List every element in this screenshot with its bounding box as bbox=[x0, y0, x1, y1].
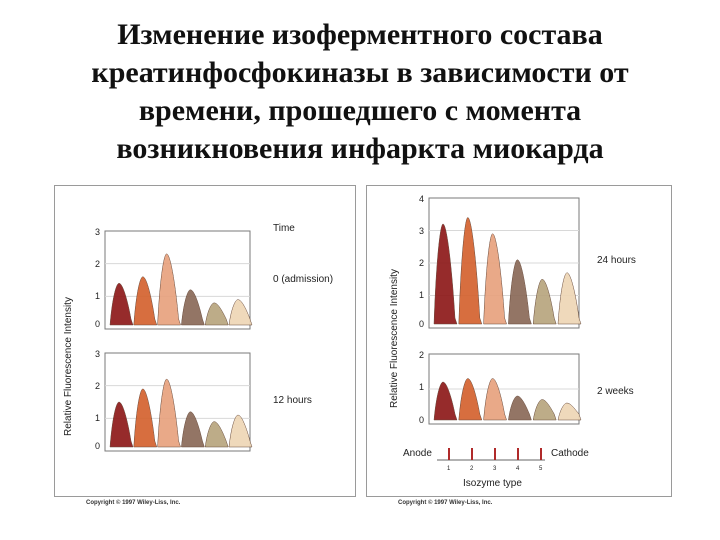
panel-label-1: 12 hours bbox=[273, 395, 312, 406]
y-tick: 0 bbox=[419, 415, 424, 425]
chart-2: 4 3 2 1 0 bbox=[419, 194, 582, 329]
y-tick: 1 bbox=[419, 290, 424, 300]
slide-title: Изменение изоферментного состава креатин… bbox=[0, 16, 720, 168]
right-figure-svg: Relative Fluorescence Intensity 24 hours… bbox=[389, 194, 636, 489]
title-line: времени, прошедшего с момента bbox=[138, 94, 582, 127]
isozyme-peak bbox=[557, 402, 582, 421]
left-figure: Relative Fluorescence Intensity Time 0 (… bbox=[54, 185, 356, 497]
y-tick: 1 bbox=[419, 382, 424, 392]
isozyme-peak bbox=[228, 299, 253, 326]
chart-3: 2 1 0 bbox=[419, 350, 582, 425]
y-tick: 3 bbox=[419, 226, 424, 236]
lane-number: 2 bbox=[470, 466, 474, 472]
chart-0: 3 2 1 0 bbox=[95, 227, 253, 330]
y-tick: 0 bbox=[95, 319, 100, 329]
copyright-left: Copyright © 1997 Wiley-Liss, Inc. bbox=[86, 500, 181, 506]
isozyme-peak bbox=[557, 272, 582, 325]
isozyme-peak bbox=[508, 395, 532, 421]
title-line: возникновения инфаркта миокарда bbox=[116, 132, 604, 165]
isozyme-peak bbox=[204, 302, 229, 326]
right-figure: Relative Fluorescence Intensity 24 hours… bbox=[366, 185, 672, 497]
isozyme-peak bbox=[133, 276, 158, 326]
isozyme-peak bbox=[532, 399, 557, 421]
panel-label-0: 0 (admission) bbox=[273, 274, 333, 285]
copyright-right: Copyright © 1997 Wiley-Liss, Inc. bbox=[398, 500, 493, 506]
isozyme-peak bbox=[204, 421, 229, 448]
y-tick: 3 bbox=[95, 227, 100, 237]
isozyme-peak bbox=[181, 289, 205, 326]
isozyme-peak bbox=[228, 414, 253, 448]
cathode-label: Cathode bbox=[551, 448, 589, 459]
y-tick: 1 bbox=[95, 291, 100, 301]
isozyme-peak bbox=[109, 401, 134, 448]
x-axis-label: Isozyme type bbox=[463, 478, 522, 489]
isozyme-peak bbox=[483, 233, 507, 325]
panel-label-0: 24 hours bbox=[597, 255, 636, 266]
lane-number: 3 bbox=[493, 466, 497, 472]
y-tick: 2 bbox=[95, 259, 100, 269]
isozyme-peak bbox=[458, 378, 483, 421]
isozyme-peak bbox=[433, 223, 458, 325]
isozyme-peak bbox=[532, 278, 557, 325]
y-tick: 2 bbox=[419, 258, 424, 268]
y-tick: 0 bbox=[95, 441, 100, 451]
isozyme-peak bbox=[109, 283, 134, 326]
chart-1: 3 2 1 0 bbox=[95, 349, 253, 452]
lane-number: 1 bbox=[447, 466, 451, 472]
y-axis-label: Relative Fluorescence Intensity bbox=[389, 269, 400, 408]
y-tick: 2 bbox=[419, 350, 424, 360]
y-tick: 0 bbox=[419, 319, 424, 329]
y-tick: 4 bbox=[419, 194, 424, 204]
isozyme-peak bbox=[157, 253, 181, 326]
isozyme-peak bbox=[508, 259, 532, 325]
isozyme-peak bbox=[458, 217, 483, 325]
left-figure-svg: Relative Fluorescence Intensity Time 0 (… bbox=[63, 223, 333, 452]
panel-label-1: 2 weeks bbox=[597, 386, 634, 397]
isozyme-peak bbox=[133, 388, 158, 448]
isozyme-peak bbox=[157, 378, 181, 448]
y-tick: 3 bbox=[95, 349, 100, 359]
anode-label: Anode bbox=[403, 448, 432, 459]
y-tick: 1 bbox=[95, 413, 100, 423]
time-header: Time bbox=[273, 223, 295, 234]
y-tick: 2 bbox=[95, 381, 100, 391]
title-line: креатинфосфокиназы в зависимости от bbox=[91, 56, 629, 89]
y-axis-label: Relative Fluorescence Intensity bbox=[63, 297, 74, 436]
isozyme-peak bbox=[483, 378, 507, 421]
lane-number: 5 bbox=[539, 466, 543, 472]
lane-strip: 1 2 3 4 5 bbox=[437, 448, 545, 472]
isozyme-peak bbox=[181, 411, 205, 448]
title-line: Изменение изоферментного состава bbox=[117, 18, 603, 51]
isozyme-peak bbox=[433, 381, 458, 421]
lane-number: 4 bbox=[516, 466, 520, 472]
